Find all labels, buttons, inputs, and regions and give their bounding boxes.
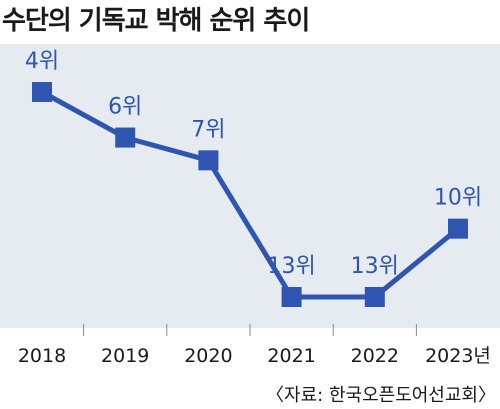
data-label: 4위 — [25, 49, 59, 74]
data-label: 13위 — [351, 254, 399, 279]
series-line — [40, 89, 460, 300]
data-label: 10위 — [434, 186, 482, 211]
source-note: 〈자료: 한국오픈도어선교회〉 — [266, 385, 496, 406]
data-point-marker — [364, 287, 385, 307]
data-point-marker — [32, 82, 52, 102]
data-label: 13위 — [267, 254, 315, 279]
data-point-marker — [281, 287, 302, 307]
data-point-marker — [448, 218, 468, 239]
x-tick-label: 2019 — [101, 345, 149, 367]
data-label: 7위 — [191, 117, 225, 142]
data-label: 6위 — [108, 95, 142, 120]
data-point-marker — [198, 150, 219, 171]
chart-title: 수단의 기독교 박해 순위 추이 — [2, 6, 310, 36]
x-tick-label: 2020 — [184, 345, 232, 367]
x-tick-label: 2021 — [267, 345, 315, 367]
data-point-marker — [115, 127, 136, 148]
x-tick-label: 2023년 — [425, 345, 491, 367]
plot-area — [0, 44, 500, 328]
x-tick-label: 2022 — [351, 345, 399, 367]
x-tick-label: 2018 — [18, 345, 66, 367]
